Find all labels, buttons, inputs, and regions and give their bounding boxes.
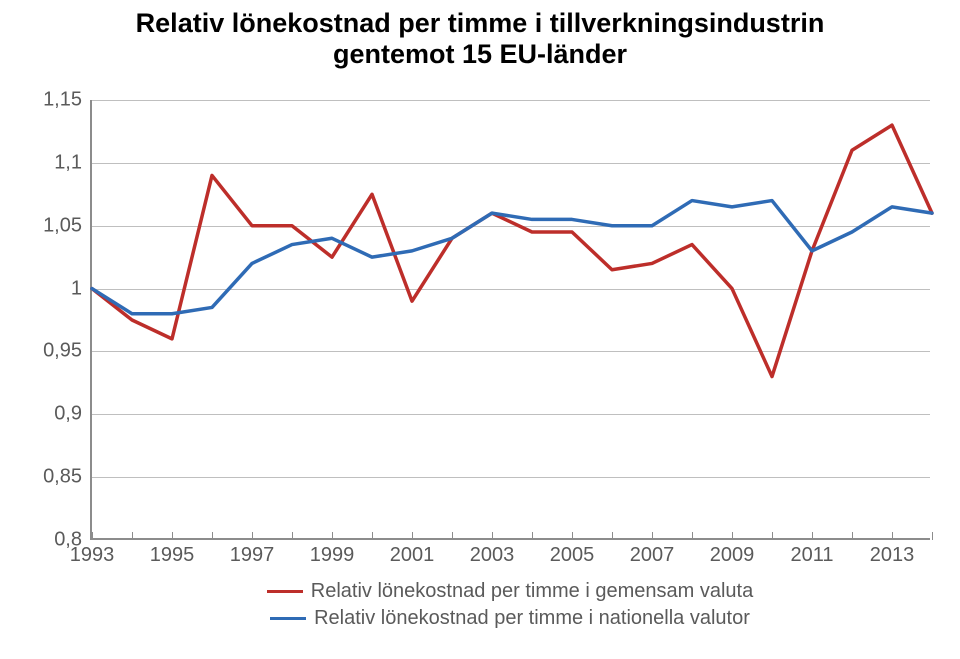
x-tick-label: 2003 [470,544,515,567]
x-tick-label: 2009 [710,544,755,567]
x-tick-label: 2007 [630,544,675,567]
legend-label: Relativ lönekostnad per timme i gemensam… [311,580,753,603]
x-tick-label: 2011 [790,544,833,567]
chart-title-line1: Relativ lönekostnad per timme i tillverk… [0,8,960,39]
series-line [92,125,932,376]
x-tick-label: 2013 [870,544,915,567]
y-tick-label: 1 [71,277,92,300]
series-line [92,201,932,314]
chart-container: Relativ lönekostnad per timme i tillverk… [0,0,960,659]
legend: Relativ lönekostnad per timme i gemensam… [90,580,930,630]
legend-item: Relativ lönekostnad per timme i gemensam… [267,580,753,603]
chart-lines [92,100,932,540]
x-tick [932,532,933,540]
legend-label: Relativ lönekostnad per timme i nationel… [314,607,750,630]
chart-title-line2: gentemot 15 EU-länder [0,39,960,70]
x-tick-label: 1993 [70,544,115,567]
x-tick-label: 1997 [230,544,275,567]
y-tick-label: 0,9 [54,403,92,426]
y-tick-label: 0,85 [43,466,92,489]
x-tick-label: 1999 [310,544,355,567]
chart-title: Relativ lönekostnad per timme i tillverk… [0,8,960,70]
x-tick-label: 1995 [150,544,195,567]
legend-item: Relativ lönekostnad per timme i nationel… [270,607,750,630]
x-tick-label: 2005 [550,544,595,567]
legend-swatch [267,590,303,593]
y-tick-label: 1,15 [43,89,92,112]
y-tick-label: 1,1 [54,151,92,174]
legend-swatch [270,617,306,620]
plot-area: 0,80,850,90,9511,051,11,15 1993199519971… [90,100,930,540]
y-tick-label: 0,95 [43,340,92,363]
y-tick-label: 1,05 [43,214,92,237]
x-tick-label: 2001 [390,544,435,567]
